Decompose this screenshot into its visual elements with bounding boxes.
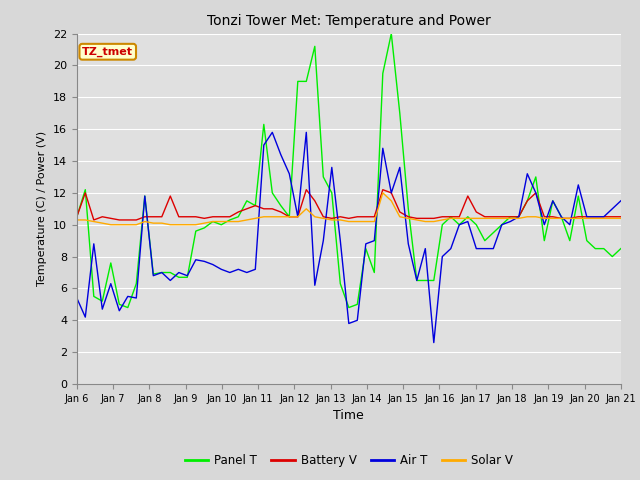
Panel T <box>209 219 216 225</box>
Solar V <box>209 219 216 225</box>
Y-axis label: Temperature (C) / Power (V): Temperature (C) / Power (V) <box>37 131 47 287</box>
Solar V <box>379 190 387 196</box>
Line: Air T: Air T <box>77 132 621 343</box>
Battery V <box>243 206 251 212</box>
Air T <box>557 214 565 220</box>
Solar V <box>617 216 625 221</box>
Battery V <box>209 214 216 220</box>
Battery V <box>90 217 98 223</box>
Air T <box>617 198 625 204</box>
Air T <box>268 130 276 135</box>
Legend: Panel T, Battery V, Air T, Solar V: Panel T, Battery V, Air T, Solar V <box>180 449 518 472</box>
Battery V <box>557 216 565 221</box>
Battery V <box>617 214 625 220</box>
Solar V <box>362 219 370 225</box>
Panel T <box>124 305 132 311</box>
Panel T <box>362 246 370 252</box>
Panel T <box>387 31 395 36</box>
Panel T <box>73 214 81 220</box>
Panel T <box>617 246 625 252</box>
Air T <box>311 282 319 288</box>
Panel T <box>243 198 251 204</box>
Text: TZ_tmet: TZ_tmet <box>82 47 133 57</box>
Air T <box>430 340 438 346</box>
Line: Panel T: Panel T <box>77 34 621 308</box>
Battery V <box>600 214 607 220</box>
Solar V <box>73 217 81 223</box>
Air T <box>73 295 81 301</box>
Panel T <box>557 214 565 220</box>
Battery V <box>73 214 81 220</box>
Air T <box>234 266 242 272</box>
Air T <box>600 214 607 220</box>
Title: Tonzi Tower Met: Temperature and Power: Tonzi Tower Met: Temperature and Power <box>207 14 491 28</box>
Solar V <box>107 222 115 228</box>
Battery V <box>303 187 310 192</box>
Solar V <box>311 214 319 220</box>
Battery V <box>319 214 327 220</box>
Air T <box>362 241 370 247</box>
X-axis label: Time: Time <box>333 409 364 422</box>
Panel T <box>600 246 607 252</box>
Solar V <box>600 216 607 221</box>
Panel T <box>311 44 319 49</box>
Solar V <box>243 217 251 223</box>
Line: Battery V: Battery V <box>77 190 621 220</box>
Line: Solar V: Solar V <box>77 193 621 225</box>
Battery V <box>371 214 378 220</box>
Air T <box>200 258 208 264</box>
Solar V <box>557 216 565 221</box>
